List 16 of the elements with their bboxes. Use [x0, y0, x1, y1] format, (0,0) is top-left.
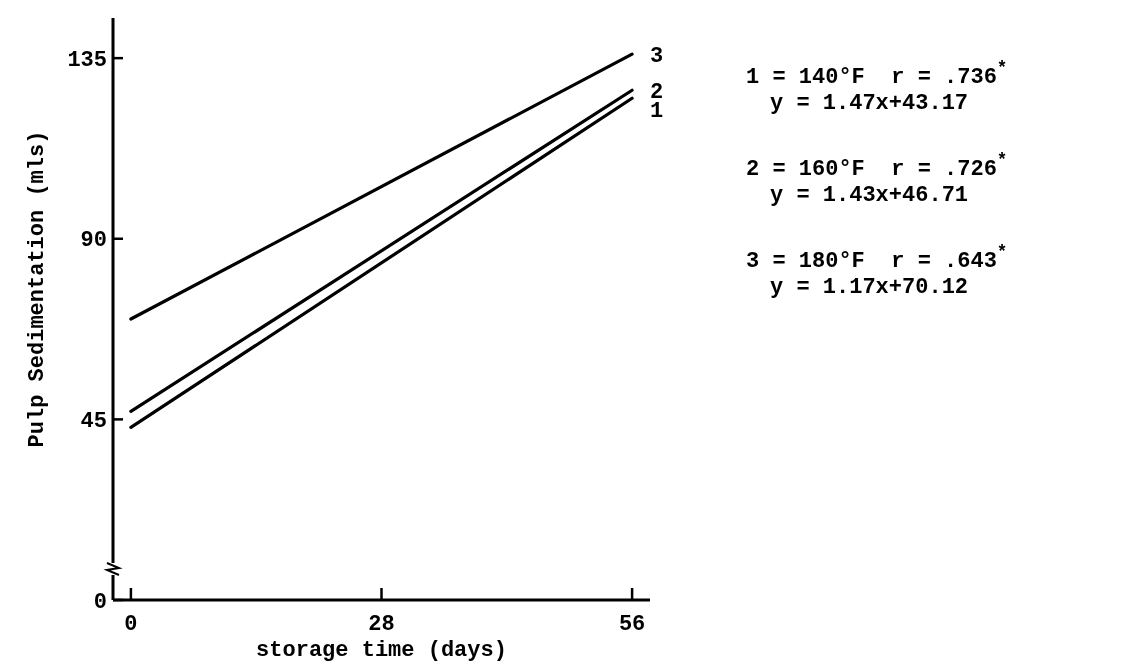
y-tick-label: 0	[93, 589, 107, 615]
x-axis-title: storage time (days)	[256, 638, 507, 663]
y-tick-label: 90	[80, 228, 107, 254]
text: y = 1.17x+70.12	[770, 275, 969, 300]
x-tick-label: 56	[618, 612, 646, 637]
text: y = 1.47x+43.17	[770, 91, 969, 116]
series-label: 3	[650, 43, 664, 69]
text: y = 1.43x+46.71	[770, 183, 969, 208]
x-tick-label: 0	[124, 612, 138, 637]
text: 3 = 180°F r = .643$^{*}$	[746, 242, 1008, 274]
y-tick-label: 135	[67, 47, 107, 73]
text: 2 = 160°F r = .726$^{*}$	[746, 150, 1008, 182]
text: 1 = 140°F r = .736$^{*}$	[746, 58, 1008, 90]
y-axis-title: Pulp Sedimentation (mls)	[25, 130, 50, 448]
x-tick-label: 28	[368, 612, 395, 637]
y-tick-label: 45	[80, 409, 107, 435]
